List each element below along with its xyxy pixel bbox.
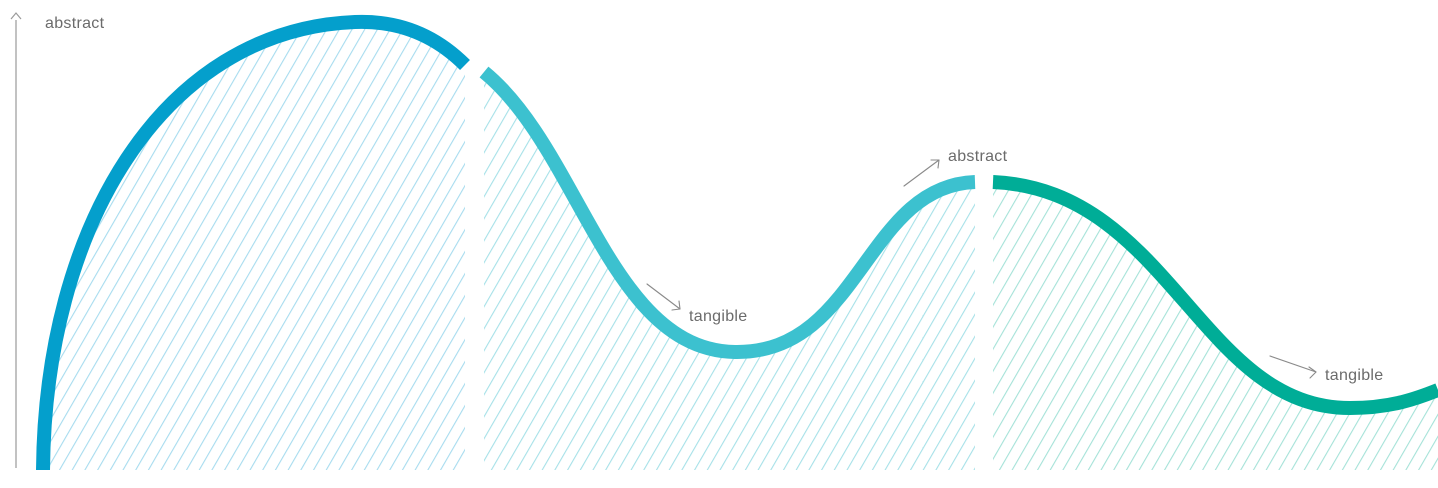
annotation-tangible-label-2: tangible — [1325, 367, 1383, 384]
segment-2 — [479, 66, 976, 470]
segment-1-hatch-area — [43, 21, 465, 470]
segment-3-hatch-area — [993, 182, 1438, 470]
arrow-down-right-icon — [646, 283, 681, 311]
segment-2-curve — [479, 66, 976, 360]
segment-1-curve — [36, 14, 470, 471]
axis-top-label: abstract — [45, 15, 105, 32]
arrow-up-icon — [10, 12, 22, 20]
segment-3-curve — [992, 175, 1438, 416]
arrow-right-icon — [1269, 355, 1317, 379]
annotation-tangible-label-1: tangible — [689, 308, 747, 325]
annotation-tangible-1: tangible — [646, 283, 747, 325]
annotation-tangible-2: tangible — [1269, 355, 1383, 384]
annotation-abstract-label: abstract — [948, 148, 1008, 165]
segment-3 — [992, 175, 1438, 470]
segment-1 — [36, 14, 470, 471]
annotation-abstract: abstract — [903, 148, 1008, 187]
arrow-up-right-icon — [903, 159, 940, 187]
y-axis: abstract — [10, 12, 105, 468]
segment-2-hatch-area — [484, 72, 975, 470]
